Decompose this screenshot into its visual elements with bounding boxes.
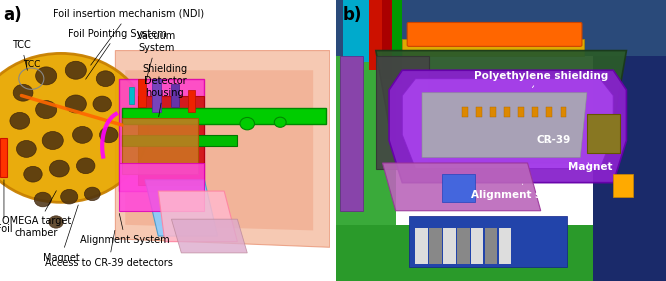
Text: TCC: TCC	[23, 60, 40, 69]
Bar	[122, 108, 326, 124]
Bar	[430, 228, 442, 264]
Text: Vacuum
System: Vacuum System	[137, 31, 176, 81]
Bar	[504, 107, 510, 117]
Bar	[382, 0, 396, 79]
Circle shape	[35, 67, 57, 85]
Text: Polyethylene shielding: Polyethylene shielding	[474, 71, 608, 88]
Bar	[392, 0, 402, 84]
Bar	[336, 0, 396, 281]
Text: Shielding
Detector
housing: Shielding Detector housing	[143, 64, 187, 117]
Bar	[490, 107, 496, 117]
Polygon shape	[376, 51, 627, 163]
Bar	[587, 114, 620, 153]
Text: Access to CR-39 detectors: Access to CR-39 detectors	[45, 230, 172, 268]
Bar	[443, 228, 456, 264]
Circle shape	[97, 71, 115, 87]
Text: Alignment system: Alignment system	[471, 184, 577, 200]
Polygon shape	[389, 70, 627, 183]
Bar	[139, 79, 146, 107]
Text: Magnet: Magnet	[43, 205, 79, 263]
Bar	[613, 174, 633, 197]
Bar	[518, 107, 524, 117]
Text: TCC: TCC	[12, 40, 31, 70]
Polygon shape	[125, 70, 313, 230]
Polygon shape	[402, 79, 613, 169]
Polygon shape	[171, 219, 247, 253]
Bar	[409, 216, 567, 267]
Bar	[462, 107, 468, 117]
Bar	[336, 0, 666, 56]
Bar	[369, 0, 386, 70]
Polygon shape	[119, 79, 204, 191]
Bar	[457, 228, 470, 264]
Bar	[546, 107, 552, 117]
Bar	[402, 39, 583, 56]
FancyBboxPatch shape	[407, 22, 582, 46]
Bar	[340, 56, 363, 211]
Text: Foil insertion mechanism (NDI): Foil insertion mechanism (NDI)	[53, 9, 204, 65]
Polygon shape	[376, 56, 429, 169]
Text: a): a)	[3, 6, 22, 24]
Circle shape	[42, 132, 63, 149]
Polygon shape	[115, 51, 330, 247]
Circle shape	[99, 127, 118, 143]
Bar	[476, 107, 482, 117]
Circle shape	[35, 101, 57, 119]
Circle shape	[17, 140, 36, 157]
Circle shape	[77, 158, 95, 174]
Bar	[471, 228, 484, 264]
Text: CR-39: CR-39	[537, 135, 571, 145]
Bar	[343, 0, 369, 62]
Polygon shape	[122, 118, 198, 174]
Circle shape	[24, 166, 42, 182]
Circle shape	[61, 189, 78, 204]
Circle shape	[85, 187, 100, 201]
Circle shape	[65, 61, 87, 79]
Circle shape	[93, 96, 111, 112]
Bar	[416, 228, 428, 264]
Circle shape	[0, 53, 149, 202]
Bar	[188, 90, 195, 112]
Circle shape	[34, 192, 51, 207]
Text: Alignment System: Alignment System	[81, 214, 170, 245]
Text: Magnet: Magnet	[568, 162, 613, 172]
Bar	[129, 87, 133, 104]
Circle shape	[49, 160, 69, 177]
Bar	[0, 138, 7, 177]
Text: OMEGA target
chamber: OMEGA target chamber	[1, 191, 71, 238]
Polygon shape	[145, 180, 218, 236]
Bar	[499, 228, 511, 264]
Circle shape	[13, 84, 33, 101]
Bar	[593, 0, 666, 281]
Bar	[122, 135, 237, 146]
Circle shape	[240, 117, 254, 130]
Circle shape	[65, 95, 87, 113]
Bar	[336, 225, 666, 281]
Circle shape	[73, 126, 93, 143]
Polygon shape	[422, 93, 587, 157]
Polygon shape	[159, 191, 237, 242]
Text: Foil: Foil	[0, 180, 12, 234]
Text: Foil Pointing System: Foil Pointing System	[68, 29, 166, 79]
Circle shape	[49, 216, 63, 228]
Polygon shape	[119, 163, 204, 211]
Bar	[152, 79, 161, 112]
Polygon shape	[382, 163, 541, 211]
Text: b): b)	[343, 6, 362, 24]
Bar	[485, 228, 498, 264]
Bar	[532, 107, 538, 117]
Circle shape	[274, 117, 286, 127]
Bar	[442, 174, 475, 202]
Circle shape	[10, 112, 30, 129]
Bar	[561, 107, 567, 117]
Polygon shape	[139, 96, 204, 185]
Bar	[171, 84, 178, 107]
